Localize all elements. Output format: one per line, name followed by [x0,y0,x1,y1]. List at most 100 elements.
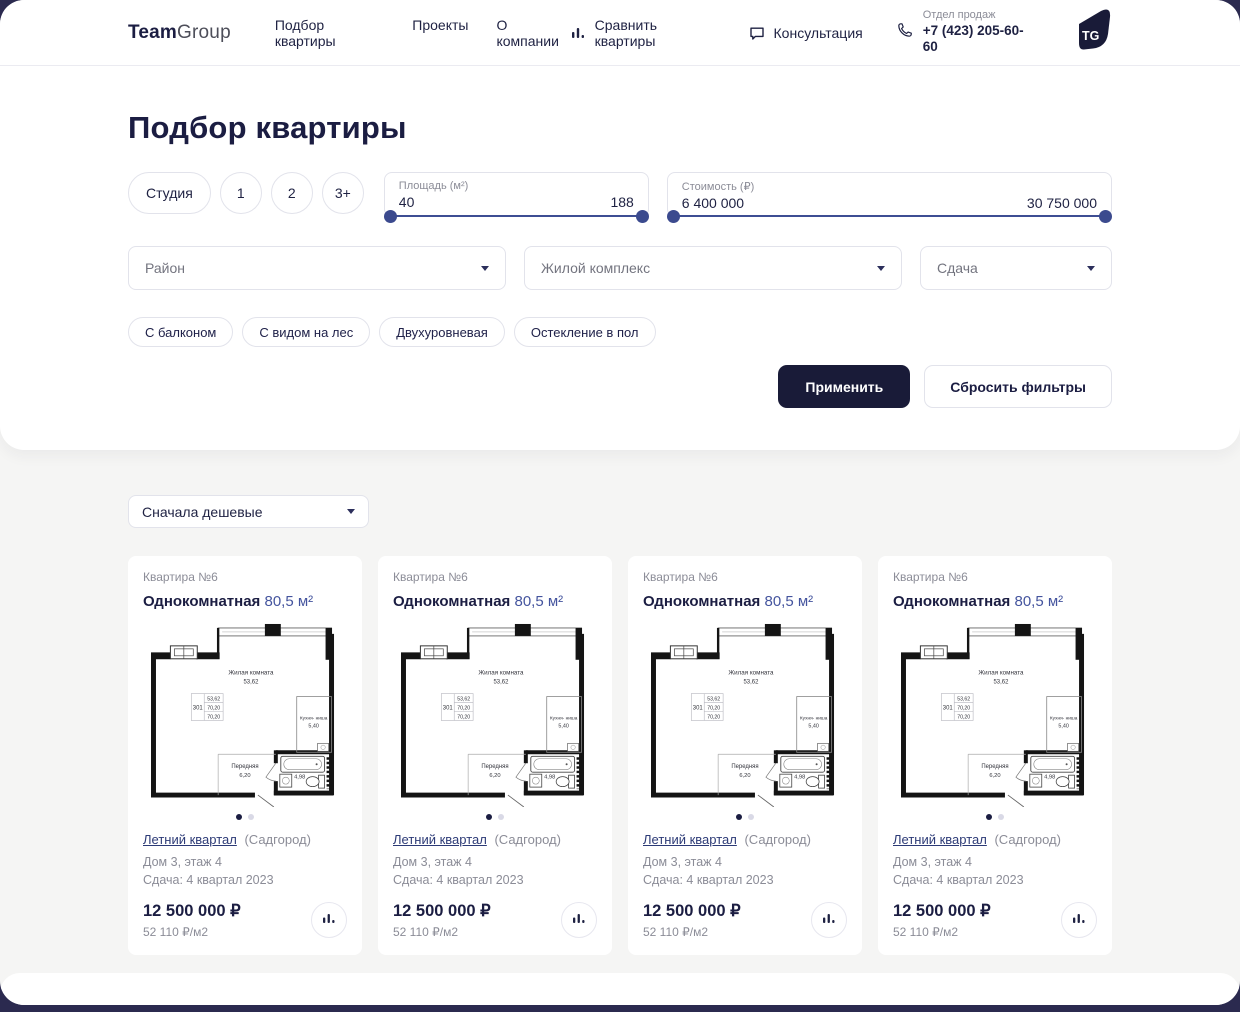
completion-select[interactable]: Сдача [920,246,1112,290]
carousel-dot[interactable] [498,814,504,820]
carousel-dots [143,814,347,820]
plan-hall-area: 6,20 [239,773,250,779]
nav-item-about[interactable]: О компании [496,16,559,49]
apartment-type: Однокомнатная [893,593,1011,610]
phone-block[interactable]: Отдел продаж +7 (423) 205-60-60 [897,9,1032,57]
bar-chart-icon [1072,911,1086,930]
price-slider-track[interactable] [667,215,1111,217]
plan-bath-area: 4,98 [544,775,555,781]
card-meta: Дом 3, этаж 4 Сдача: 4 квартал 2023 [393,853,597,889]
apartment-card[interactable]: Квартира №6 Однокомнатная 80,5 м² [878,556,1112,956]
plan-kitchen-label: Кухня- ниша [300,715,328,721]
completion-label: Сдача: 4 квартал 2023 [393,873,524,888]
cards-row: Квартира №6 Однокомнатная 80,5 м² [128,556,1112,956]
carousel-dot[interactable] [248,814,254,820]
plan-table-number: 301 [693,706,704,712]
carousel-dot-active[interactable] [236,814,242,820]
apartment-type: Однокомнатная [393,593,511,610]
chip-2-rooms[interactable]: 2 [270,172,313,214]
plan-bath-area: 4,98 [1044,775,1055,781]
apartment-number: Квартира №6 [643,570,718,584]
card-footer: 12 500 000 ₽ 52 110 ₽/м2 [893,901,1097,939]
plan-table-row3: 70,20 [207,714,220,720]
price-per-m2-label: 52 110 ₽/м2 [643,925,709,940]
plan-table-row1: 53,62 [457,697,470,703]
price-max-value: 30 750 000 [1026,195,1097,211]
apartment-number: Квартира №6 [143,570,218,584]
apartment-card[interactable]: Квартира №6 Однокомнатная 80,5 м² [128,556,362,956]
carousel-dot[interactable] [998,814,1004,820]
tag-balcony[interactable]: С балконом [128,317,234,347]
tg-logo[interactable]: TG [1072,8,1112,57]
apartment-card[interactable]: Квартира №6 Однокомнатная 80,5 м² [628,556,862,956]
apply-button[interactable]: Применить [778,365,911,408]
card-footer: 12 500 000 ₽ 52 110 ₽/м2 [143,901,347,939]
nav-item-apartments[interactable]: Подбор квартиры [274,16,336,49]
plan-hall-area: 6,20 [989,773,1000,779]
plan-living-area: 53,62 [494,680,510,686]
completion-label: Сдача: 4 квартал 2023 [143,873,274,888]
completion-select-label: Сдача [937,260,978,276]
complex-link[interactable]: Летний квартал [643,832,737,847]
plan-table-row2: 70,20 [957,706,970,712]
chip-3plus-rooms[interactable]: 3+ [321,172,364,214]
area-slider-track[interactable] [384,215,648,217]
card-meta: Дом 3, этаж 4 Сдача: 4 квартал 2023 [643,853,847,889]
complex-link[interactable]: Летний квартал [393,832,487,847]
filter-row-dropdowns: Район Жилой комплекс Сдача [128,246,1112,290]
area-range-label: Площадь (м²) [398,180,469,192]
consultation-link[interactable]: Консультация [749,25,863,41]
apartment-title: Однокомнатная 80,5 м² [893,593,1097,610]
apartment-area: 80,5 м² [514,593,564,610]
card-compare-button[interactable] [311,902,347,939]
filter-row-tags: С балконом С видом на лес Двухуровневая … [128,317,1112,347]
chip-1-room[interactable]: 1 [219,172,262,214]
price-slider-handle-max[interactable] [1099,210,1112,223]
tag-floor-glazing[interactable]: Остекление в пол [513,317,656,347]
logo-bold: Team [128,21,178,43]
plan-table-row1: 53,62 [957,697,970,703]
floor-plan[interactable]: 301 53,62 70,20 70,20 Жилая комната 53,6… [643,620,847,807]
area-range: Площадь (м²) 40 188 [383,172,649,223]
reset-filters-button[interactable]: Сбросить фильтры [924,365,1112,408]
complex-select[interactable]: Жилой комплекс [524,246,902,290]
tag-forest-view[interactable]: С видом на лес [242,317,371,347]
logo[interactable]: TeamGroup [128,22,231,44]
complex-link[interactable]: Летний квартал [893,832,987,847]
floor-plan[interactable]: 301 53,62 70,20 70,20 Жилая комната 53,6… [143,620,347,807]
area-slider-handle-max[interactable] [635,210,649,223]
phone-texts: Отдел продаж +7 (423) 205-60-60 [923,9,1032,57]
district-label: (Садгород) [994,832,1061,847]
price-slider-handle-min[interactable] [666,210,680,223]
district-select[interactable]: Район [128,246,506,290]
apartment-type: Однокомнатная [143,593,261,610]
carousel-dot[interactable] [748,814,754,820]
card-compare-button[interactable] [1061,902,1097,939]
phone-icon [897,22,913,43]
district-select-label: Район [145,260,185,276]
apartment-title: Однокомнатная 80,5 м² [143,593,347,610]
area-slider-handle-min[interactable] [383,210,397,223]
floor-plan[interactable]: 301 53,62 70,20 70,20 Жилая комната 53,6… [393,620,597,807]
apartment-card[interactable]: Квартира №6 Однокомнатная 80,5 м² [378,556,612,956]
compare-link[interactable]: Сравнить квартиры [571,17,715,49]
complex-link[interactable]: Летний квартал [143,832,237,847]
nav-item-projects[interactable]: Проекты [412,16,469,33]
tag-two-level[interactable]: Двухуровневая [379,317,505,347]
house-floor-label: Дом 3, этаж 4 [893,855,972,869]
carousel-dot-active[interactable] [486,814,492,820]
apartment-number: Квартира №6 [893,570,968,584]
floor-plan[interactable]: 301 53,62 70,20 70,20 Жилая комната 53,6… [893,620,1097,807]
chip-studio[interactable]: Студия [128,172,211,214]
card-compare-button[interactable] [561,902,597,939]
sort-select[interactable]: Сначала дешевые [128,495,369,528]
carousel-dot-active[interactable] [736,814,742,820]
filter-row-buttons: Применить Сбросить фильтры [128,365,1112,408]
carousel-dot-active[interactable] [986,814,992,820]
plan-table-number: 301 [943,706,954,712]
plan-table-number: 301 [443,706,454,712]
price-min-value: 6 400 000 [681,195,745,211]
price-per-m2-label: 52 110 ₽/м2 [143,925,209,940]
card-compare-button[interactable] [811,902,847,939]
plan-hall-label: Передняя [731,764,758,770]
